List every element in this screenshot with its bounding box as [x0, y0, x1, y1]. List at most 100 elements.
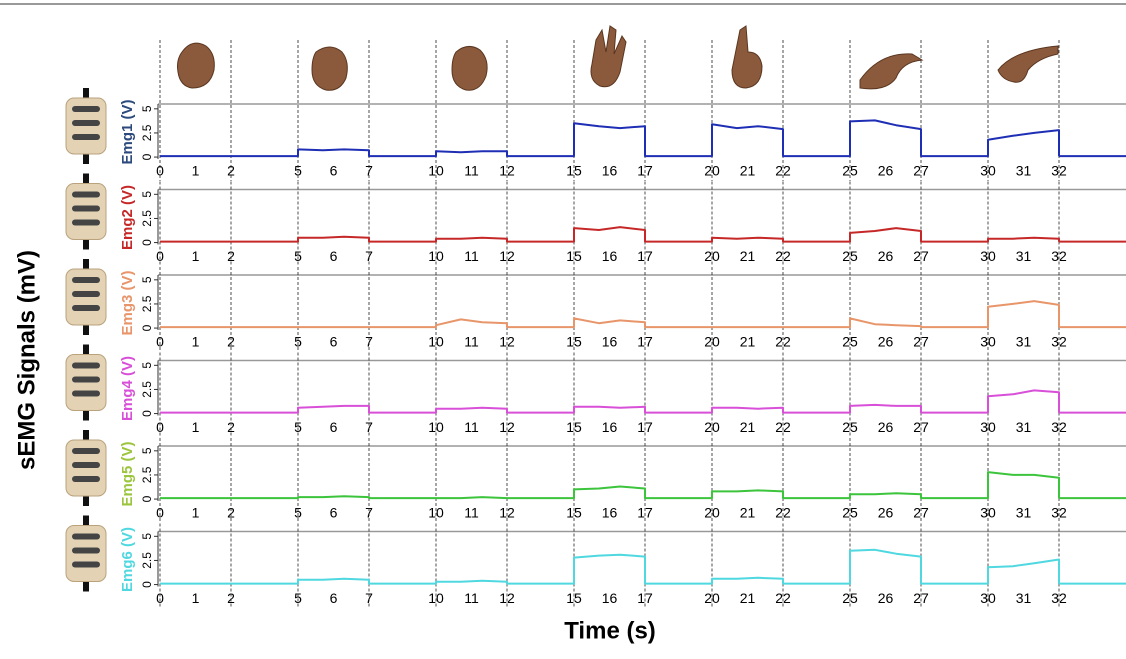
hand-icon: [998, 46, 1058, 82]
sensor-icon: [66, 174, 106, 250]
y-tick-label: 0: [140, 153, 154, 160]
figure: sEMG Signals (mV) Time (s) Emg1 (V) 0 2.5 5…: [0, 0, 1126, 654]
sensor-icon: [66, 345, 106, 421]
hand-icon: [178, 43, 215, 88]
x-axis-title: Time (s): [564, 617, 656, 644]
y-axis-label: Emg4 (V): [119, 356, 136, 421]
y-axis-label: Emg5 (V): [119, 441, 136, 506]
hand-icon: [860, 54, 922, 89]
sensor-icon: [66, 516, 106, 592]
y-tick-label: 2.5: [140, 295, 154, 312]
sensor-icon: [66, 430, 106, 506]
x-tick-label: 26: [878, 248, 894, 264]
x-tick-label: 31: [1016, 334, 1032, 350]
x-tick-label: 1: [192, 419, 200, 435]
y-tick-label: 5: [140, 276, 154, 283]
x-tick-label: 21: [740, 590, 756, 606]
x-tick-label: 26: [878, 590, 894, 606]
sensor-electrode: [72, 305, 100, 311]
x-tick-label: 16: [602, 163, 618, 179]
sensor-electrode: [72, 291, 100, 297]
x-tick-label: 6: [330, 163, 338, 179]
x-tick-label: 1: [192, 163, 200, 179]
x-tick-label: 31: [1016, 590, 1032, 606]
x-tick-label: 11: [464, 590, 479, 606]
x-tick-label: 1: [192, 505, 200, 521]
sensor-icon: [66, 88, 106, 164]
sensor-electrode: [72, 562, 100, 568]
sensor-electrode: [72, 476, 100, 482]
hand-icon: [732, 26, 762, 88]
y-tick-label: 5: [140, 105, 154, 112]
gesture-icons: [178, 26, 1059, 90]
y-tick-label: 2.5: [140, 466, 154, 483]
x-tick-label: 26: [878, 334, 894, 350]
y-tick-label: 0: [140, 410, 154, 417]
y-tick-label: 0: [140, 324, 154, 331]
hand-icon: [452, 46, 487, 90]
sensor-electrode: [72, 134, 100, 140]
y-tick-label: 0: [140, 239, 154, 246]
sensor-electrode: [72, 277, 100, 283]
y-tick-label: 5: [140, 362, 154, 369]
sensor-electrode: [72, 192, 100, 198]
y-tick-label: 5: [140, 533, 154, 540]
sensor-electrode: [72, 548, 100, 554]
y-tick-label: 0: [140, 581, 154, 588]
x-tick-label: 11: [464, 419, 479, 435]
x-tick-label: 1: [192, 334, 200, 350]
x-tick-label: 21: [740, 505, 756, 521]
x-tick-label: 31: [1016, 248, 1032, 264]
y-tick-label: 2.5: [140, 124, 154, 141]
sensor-electrode: [72, 391, 100, 397]
sensor-electrode: [72, 377, 100, 383]
sensor-electrode: [72, 363, 100, 369]
emg-line: [160, 120, 1059, 156]
x-tick-label: 21: [740, 419, 756, 435]
x-tick-label: 26: [878, 505, 894, 521]
emg-line: [160, 227, 1059, 242]
y-axis-label: Emg2 (V): [119, 185, 136, 250]
sensor-electrode: [72, 534, 100, 540]
y-tick-label: 5: [140, 191, 154, 198]
emg-line: [160, 301, 1059, 327]
x-tick-label: 11: [464, 163, 479, 179]
x-tick-label: 16: [602, 505, 618, 521]
x-tick-label: 6: [330, 590, 338, 606]
y-tick-label: 0: [140, 495, 154, 502]
x-tick-label: 6: [330, 248, 338, 264]
x-tick-label: 11: [464, 248, 479, 264]
x-tick-label: 11: [464, 334, 479, 350]
x-tick-label: 31: [1016, 419, 1032, 435]
sensor-electrode: [72, 220, 100, 226]
x-tick-label: 1: [192, 590, 200, 606]
hand-icon: [591, 26, 626, 87]
sensor-electrode: [72, 448, 100, 454]
y-axis-title: sEMG Signals (mV): [13, 250, 40, 470]
sensor-electrode: [72, 462, 100, 468]
x-tick-label: 11: [464, 505, 479, 521]
y-axis-label: Emg1 (V): [119, 99, 136, 164]
emg-line: [160, 472, 1059, 498]
y-tick-label: 2.5: [140, 210, 154, 227]
x-tick-label: 16: [602, 419, 618, 435]
emg-line: [160, 550, 1059, 584]
x-tick-label: 6: [330, 334, 338, 350]
x-tick-label: 16: [602, 590, 618, 606]
x-tick-label: 26: [878, 163, 894, 179]
x-tick-label: 1: [192, 248, 200, 264]
y-tick-label: 2.5: [140, 552, 154, 569]
sensor-electrode: [72, 106, 100, 112]
x-tick-label: 16: [602, 248, 618, 264]
x-tick-label: 31: [1016, 505, 1032, 521]
hand-icon: [312, 47, 347, 90]
y-tick-label: 5: [140, 447, 154, 454]
x-tick-label: 31: [1016, 163, 1032, 179]
sensor-electrode: [72, 206, 100, 212]
x-tick-label: 21: [740, 248, 756, 264]
y-axis-label: Emg6 (V): [119, 527, 136, 592]
sensor-electrode: [72, 120, 100, 126]
sensor-icon: [66, 259, 106, 335]
x-tick-label: 26: [878, 419, 894, 435]
x-tick-label: 21: [740, 334, 756, 350]
